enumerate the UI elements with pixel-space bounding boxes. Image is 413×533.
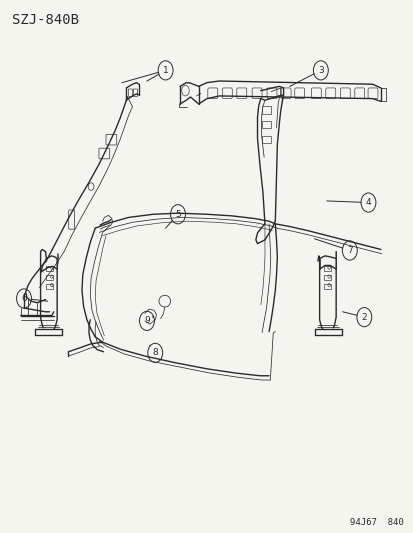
Text: 9: 9: [144, 317, 150, 325]
Text: 7: 7: [346, 246, 352, 255]
Bar: [323, 266, 330, 271]
Text: 94J67  840: 94J67 840: [349, 518, 403, 527]
Text: 5: 5: [175, 210, 180, 219]
Bar: [261, 121, 270, 128]
Bar: [45, 266, 53, 271]
Bar: [323, 275, 330, 280]
Text: 8: 8: [152, 349, 158, 357]
Text: 2: 2: [361, 313, 366, 321]
Text: SZJ-840B: SZJ-840B: [12, 13, 78, 27]
Bar: [45, 275, 53, 280]
Bar: [261, 106, 270, 114]
Text: 1: 1: [162, 66, 168, 75]
Bar: [261, 136, 270, 143]
Text: 4: 4: [365, 198, 370, 207]
Text: 6: 6: [21, 294, 27, 303]
Bar: [45, 284, 53, 289]
Bar: [323, 284, 330, 289]
Text: 3: 3: [317, 66, 323, 75]
